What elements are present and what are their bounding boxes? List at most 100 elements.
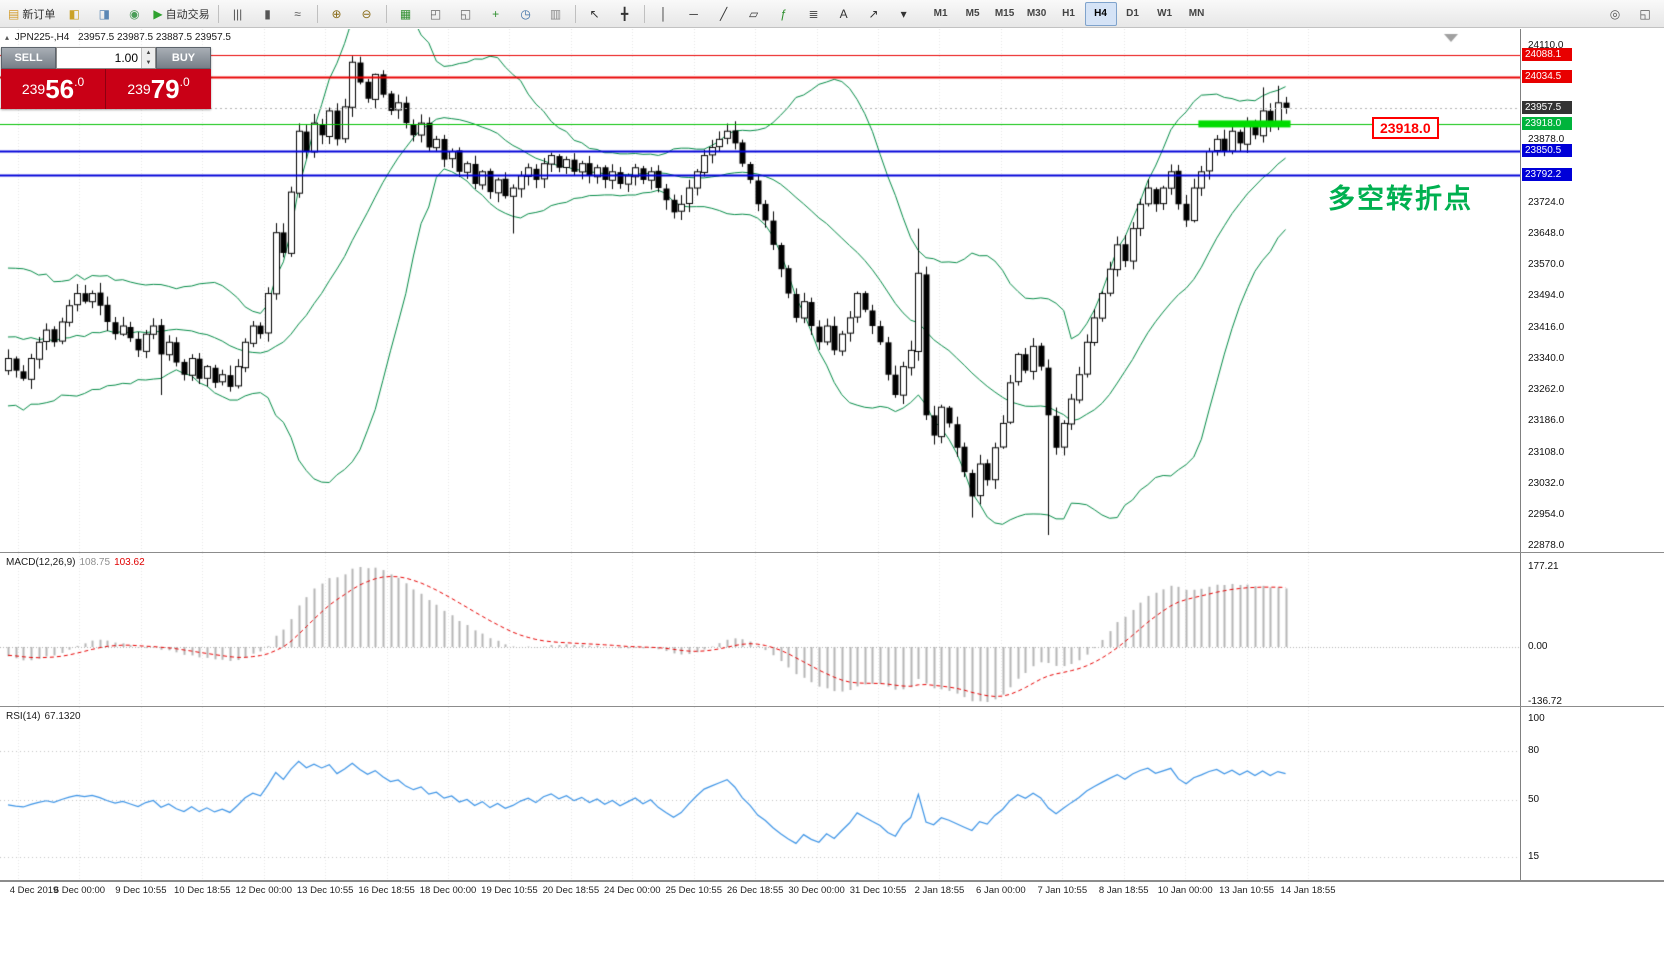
arrange-windows-button[interactable]: ◱ <box>451 2 481 26</box>
timeframe-m15[interactable]: M15 <box>994 8 1015 19</box>
price-tick-label: 22954.0 <box>1528 509 1565 521</box>
volume-down-icon[interactable]: ▼ <box>142 58 155 68</box>
channel-icon: ▱ <box>748 6 759 21</box>
macd-signal-value: 103.62 <box>114 557 145 568</box>
shapes-button[interactable]: ≣ <box>799 2 829 26</box>
volume-value[interactable]: 1.00 <box>114 51 138 65</box>
new-order-button-label: 新订单 <box>22 8 56 21</box>
timeframe-w1[interactable]: W1 <box>1157 8 1173 19</box>
cursor-icon: ↖ <box>589 6 600 21</box>
cascade-windows-button[interactable]: ◰ <box>421 2 451 26</box>
channel-button[interactable]: ▱ <box>739 2 769 26</box>
tile-windows-icon: ▦ <box>399 6 412 21</box>
autotrading-button[interactable]: ▶ 自动交易 <box>149 2 213 26</box>
bar-chart-button[interactable]: ||| <box>223 2 253 26</box>
time-axis[interactable]: 4 Dec 2019 6 Dec 00:00 9 Dec 10:55 10 Dec 1… <box>0 882 1520 899</box>
price-scale[interactable]: 24110.0 24088.1 24034.5 23957.5 23918.0 23878… <box>1520 29 1664 882</box>
zoom-out-icon: ⊖ <box>361 6 372 21</box>
tile-windows-button[interactable]: ▦ <box>391 2 421 26</box>
fibonacci-button[interactable]: ƒ <box>769 2 799 26</box>
popup-prices-icon: ◱ <box>1639 6 1651 21</box>
text-button[interactable]: A <box>829 2 859 26</box>
current-price-tag: 23957.5 <box>1522 100 1572 114</box>
trendline-button[interactable]: ╱ <box>709 2 739 26</box>
timeframe-h4[interactable]: H4 <box>1084 1 1117 26</box>
buy-price-box[interactable]: 239 79.0 <box>106 69 211 109</box>
red-line-price-tag: 24088.1 <box>1522 47 1572 61</box>
crosshair-button[interactable]: ╋ <box>610 2 640 26</box>
popup-prices-button[interactable]: ◱ <box>1630 2 1660 26</box>
volume-field[interactable]: 1.00 ▲ ▼ <box>56 47 156 69</box>
market-watch-button[interactable]: ◧ <box>59 2 89 26</box>
toolbar-main-group: ▤ 新订单 ◧ ◨ ◉ ▶ 自动交易 ||| ▮ ≈ ⊕ ⊖ ▦ ◰ ◱ + ◷ ▥ ↖ ╋ │ ─ ╱ ▱ ƒ ≣ A ↗ ▾ <box>4 2 919 26</box>
macd-scale-label: 0.00 <box>1528 641 1548 652</box>
red-line-price-tag: 24034.5 <box>1522 69 1572 83</box>
timeframe-mn[interactable]: MN <box>1188 8 1205 19</box>
time-axis-label: 2 Jan 18:55 <box>914 885 965 896</box>
cursor-button[interactable]: ↖ <box>580 2 610 26</box>
timeframe-m1[interactable]: M1 <box>933 8 948 19</box>
price-tick-label: 23340.0 <box>1528 352 1565 364</box>
rsi-panel-canvas[interactable] <box>0 707 1520 880</box>
timeframe-m30[interactable]: M30 <box>1026 8 1047 19</box>
arrows-button[interactable]: ↗ <box>859 2 889 26</box>
time-axis-label: 6 Dec 00:00 <box>53 885 106 896</box>
time-axis-label: 25 Dec 10:55 <box>665 885 722 896</box>
macd-panel-canvas[interactable] <box>0 553 1520 706</box>
rsi-scale-label: 15 <box>1528 850 1540 862</box>
line-chart-button[interactable]: ≈ <box>283 2 313 26</box>
macd-header: MACD(12,26,9) 108.75 103.62 <box>6 557 145 568</box>
panel-separator[interactable] <box>0 706 1664 707</box>
volume-up-icon[interactable]: ▲ <box>142 48 155 58</box>
price-tick-label: 23724.0 <box>1528 196 1565 208</box>
panel-separator[interactable] <box>0 880 1664 882</box>
blue-line-price-tag: 23792.2 <box>1522 167 1572 181</box>
shapes-icon: ≣ <box>808 6 819 21</box>
new-chart-button[interactable]: + <box>481 2 511 26</box>
data-window-icon: ◨ <box>98 6 111 21</box>
sell-price-box[interactable]: 239 56.0 <box>1 69 106 109</box>
price-chart-canvas[interactable] <box>0 29 1520 552</box>
rsi-header: RSI(14) 67.1320 <box>6 711 81 722</box>
vertical-line-button[interactable]: │ <box>649 2 679 26</box>
horizontal-line-button[interactable]: ─ <box>679 2 709 26</box>
panel-separator[interactable] <box>0 552 1664 553</box>
rsi-scale-label: 50 <box>1528 794 1540 805</box>
new-order-button[interactable]: ▤ 新订单 <box>4 2 59 26</box>
timeframe-h1[interactable]: H1 <box>1062 8 1075 19</box>
candlestick-chart-icon: ▮ <box>264 6 271 21</box>
auto-scroll-icon: ◷ <box>520 6 531 21</box>
zoom-out-button[interactable]: ⊖ <box>352 2 382 26</box>
objects-dropdown-button[interactable]: ▾ <box>889 2 919 26</box>
blue-line-price-tag: 23850.5 <box>1522 144 1572 158</box>
data-window-button[interactable]: ◨ <box>89 2 119 26</box>
line-chart-icon: ≈ <box>294 6 301 21</box>
navigator-button[interactable]: ◉ <box>119 2 149 26</box>
toolbar-separator <box>643 4 645 23</box>
candlestick-chart-button[interactable]: ▮ <box>253 2 283 26</box>
sell-price-dec: .0 <box>74 75 85 89</box>
new-chart-icon: + <box>492 6 500 21</box>
search-symbol-button[interactable]: ◎ <box>1600 2 1630 26</box>
sell-price-prefix: 239 <box>21 81 46 97</box>
toolbar: ▤ 新订单 ◧ ◨ ◉ ▶ 自动交易 ||| ▮ ≈ ⊕ ⊖ ▦ ◰ ◱ + ◷ ▥ ↖ ╋ │ ─ ╱ ▱ ƒ ≣ A ↗ ▾ M1 M… <box>0 0 1664 28</box>
price-tick-label: 24110.0 <box>1528 40 1564 51</box>
auto-scroll-button[interactable]: ◷ <box>511 2 541 26</box>
buy-button[interactable]: BUY <box>156 47 211 69</box>
chart-shift-button[interactable]: ▥ <box>541 2 571 26</box>
sell-button[interactable]: SELL <box>1 47 56 69</box>
time-axis-label: 4 Dec 2019 <box>9 885 59 896</box>
fibonacci-icon: ƒ <box>780 6 787 21</box>
price-tick-label: 23262.0 <box>1528 384 1565 396</box>
zoom-in-button[interactable]: ⊕ <box>322 2 352 26</box>
time-axis-label: 10 Jan 00:00 <box>1157 885 1213 896</box>
one-click-panel-toggle-icon[interactable]: ▴ <box>5 33 10 42</box>
timeframe-m5[interactable]: M5 <box>965 8 980 19</box>
autotrading-icon: ▶ <box>153 6 163 21</box>
toolbar-separator <box>574 4 576 23</box>
timeframe-d1[interactable]: D1 <box>1126 8 1139 19</box>
navigator-icon: ◉ <box>129 6 140 21</box>
time-axis-label: 20 Dec 18:55 <box>542 885 600 896</box>
ohlc-values: 23957.5 23987.5 23887.5 23957.5 <box>78 32 231 43</box>
buy-price-prefix: 239 <box>127 81 151 97</box>
